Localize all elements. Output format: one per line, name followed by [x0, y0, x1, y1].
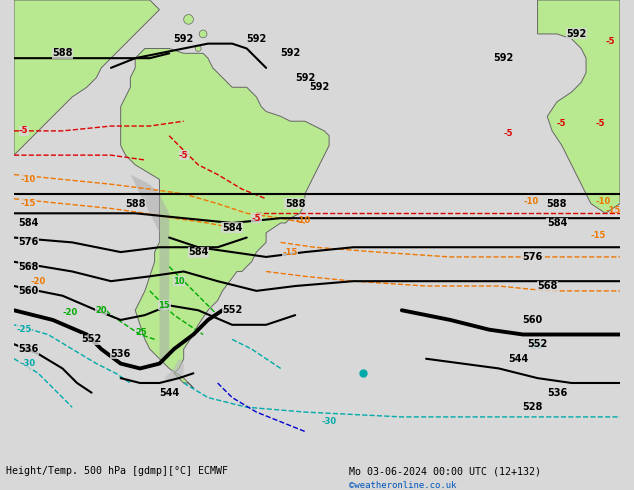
Text: 536: 536 [547, 388, 567, 398]
Text: 15: 15 [158, 301, 170, 310]
Text: 536: 536 [18, 344, 39, 354]
Text: -5: -5 [557, 119, 566, 128]
Text: 584: 584 [547, 218, 567, 228]
Text: -15: -15 [283, 247, 298, 257]
Text: 560: 560 [522, 315, 543, 325]
Text: ©weatheronline.co.uk: ©weatheronline.co.uk [349, 481, 456, 490]
Text: 544: 544 [159, 388, 179, 398]
Text: -5: -5 [179, 150, 188, 160]
Text: 584: 584 [18, 218, 39, 228]
Text: 592: 592 [493, 53, 514, 63]
Text: 592: 592 [295, 73, 315, 83]
Text: 584: 584 [222, 223, 242, 233]
Text: 592: 592 [566, 29, 586, 39]
Text: 592: 592 [246, 34, 266, 44]
Text: -5: -5 [503, 129, 513, 138]
Text: 552: 552 [222, 305, 242, 315]
Text: -15: -15 [591, 231, 606, 240]
Text: 536: 536 [110, 349, 131, 359]
Text: 560: 560 [18, 286, 39, 296]
Text: 592: 592 [280, 49, 301, 58]
Polygon shape [120, 49, 329, 388]
Text: -10: -10 [596, 196, 611, 206]
Text: -10: -10 [295, 216, 311, 225]
Text: 588: 588 [52, 49, 73, 58]
Text: -25: -25 [528, 342, 543, 351]
Polygon shape [131, 174, 169, 359]
Text: 528: 528 [522, 402, 543, 412]
Text: -20: -20 [63, 308, 78, 317]
Text: 588: 588 [125, 198, 145, 209]
Text: 25: 25 [135, 327, 147, 337]
Text: -5: -5 [19, 126, 29, 135]
Text: 592: 592 [309, 82, 330, 92]
Polygon shape [538, 0, 620, 213]
Text: -5: -5 [605, 37, 615, 46]
Text: 576: 576 [18, 237, 39, 247]
Text: -5: -5 [252, 214, 261, 222]
Text: -15: -15 [605, 206, 621, 215]
Text: -25: -25 [16, 325, 32, 334]
Text: 568: 568 [18, 262, 39, 271]
Circle shape [195, 46, 201, 51]
Text: -5: -5 [596, 119, 605, 128]
Text: -15: -15 [21, 199, 36, 208]
Polygon shape [164, 359, 184, 383]
Text: 552: 552 [81, 334, 101, 344]
Text: -30: -30 [21, 359, 36, 368]
Text: -20: -20 [30, 277, 46, 286]
Text: 568: 568 [537, 281, 557, 291]
Text: -10: -10 [21, 175, 36, 184]
Polygon shape [14, 0, 159, 155]
Text: -10: -10 [523, 196, 538, 206]
Circle shape [199, 30, 207, 38]
Text: 552: 552 [527, 339, 548, 349]
Text: 592: 592 [174, 34, 194, 44]
Circle shape [184, 15, 193, 24]
Text: Mo 03-06-2024 00:00 UTC (12+132): Mo 03-06-2024 00:00 UTC (12+132) [349, 466, 541, 476]
Text: 584: 584 [188, 247, 209, 257]
Text: 544: 544 [508, 354, 528, 364]
Text: 588: 588 [285, 198, 306, 209]
Text: 10: 10 [173, 277, 184, 286]
Text: -30: -30 [321, 417, 337, 426]
Text: 588: 588 [547, 198, 567, 209]
Text: Height/Temp. 500 hPa [gdmp][°C] ECMWF: Height/Temp. 500 hPa [gdmp][°C] ECMWF [6, 466, 228, 476]
Text: 20: 20 [96, 306, 107, 315]
Text: 576: 576 [522, 252, 543, 262]
